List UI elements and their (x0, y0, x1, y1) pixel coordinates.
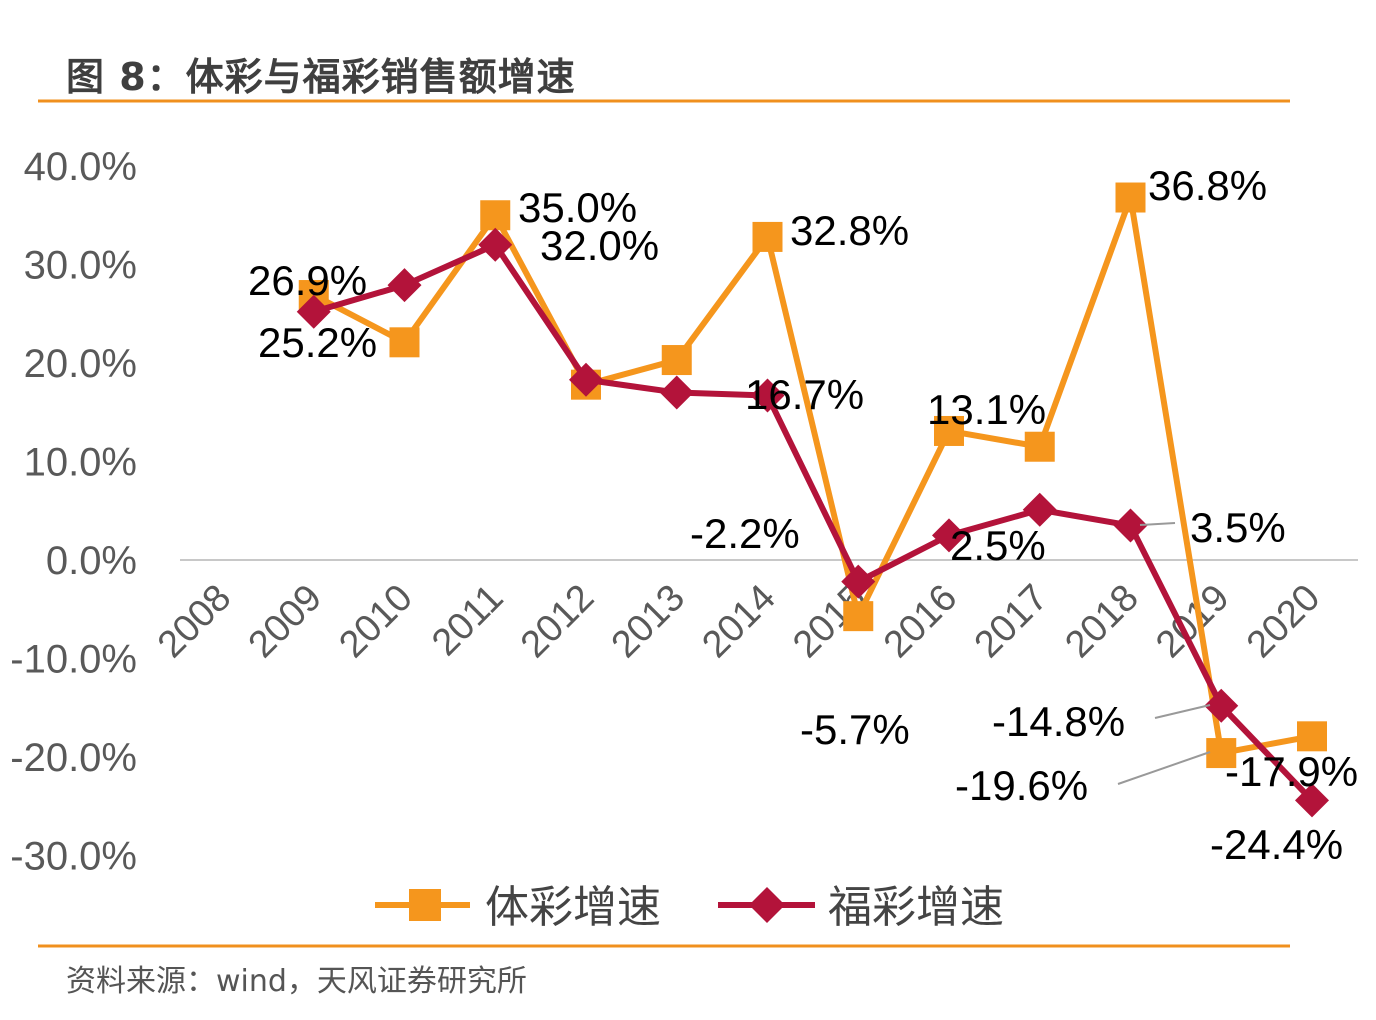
data-point-square (1297, 721, 1327, 752)
data-point-square (480, 200, 511, 231)
data-point-square (1024, 431, 1055, 462)
data-point-diamond (478, 227, 513, 262)
x-tick-label: 2017 (967, 577, 1056, 666)
data-label: 32.0% (540, 222, 659, 269)
data-point-diamond (1113, 508, 1148, 543)
data-label: -2.2% (690, 510, 800, 557)
chart-title: 图 8：体彩与福彩销售额增速 (66, 55, 576, 99)
leader-line (1139, 522, 1176, 526)
data-label: 26.9% (248, 257, 367, 304)
data-point-diamond (296, 294, 331, 329)
data-label: 35.0% (518, 184, 637, 231)
y-tick-label: 10.0% (24, 441, 137, 485)
data-label: 2.5% (950, 522, 1046, 569)
data-point-diamond (569, 362, 603, 397)
data-label: 32.8% (790, 207, 909, 254)
y-tick-label: -30.0% (10, 835, 137, 879)
data-point-diamond (659, 375, 694, 410)
data-label: -14.8% (992, 698, 1125, 745)
data-point-square (661, 345, 692, 376)
data-point-square (1115, 182, 1146, 213)
y-tick-label: 40.0% (24, 145, 137, 189)
x-tick-label: 2020 (1239, 577, 1328, 666)
legend-label: 体彩增速 (485, 882, 661, 933)
data-label: -5.7% (800, 706, 910, 753)
data-label: -24.4% (1210, 821, 1343, 868)
data-label: 36.8% (1148, 162, 1267, 209)
data-point-diamond (750, 378, 785, 413)
data-point-square (752, 221, 783, 252)
data-point-square (1206, 738, 1237, 769)
data-point-square (843, 601, 874, 632)
x-tick-label: 2008 (150, 577, 239, 666)
x-tick-label: 2010 (331, 577, 420, 666)
x-tick-label: 2014 (694, 577, 783, 666)
leader-line (1154, 704, 1211, 719)
y-tick-label: 20.0% (24, 342, 137, 386)
data-label: 3.5% (1190, 504, 1286, 551)
data-point-diamond (841, 564, 876, 599)
data-point-square (389, 327, 420, 358)
data-point-square (934, 415, 964, 446)
leader-line (1117, 751, 1211, 785)
data-point-diamond (1204, 688, 1239, 723)
x-tick-label: 2011 (424, 577, 511, 664)
data-point-diamond (1295, 783, 1329, 818)
data-point-diamond (387, 268, 422, 303)
y-tick-label: 0.0% (46, 539, 137, 583)
legend-label: 福彩增速 (828, 882, 1004, 933)
source-note: 资料来源：wind，天风证券研究所 (66, 964, 527, 999)
series-line-0 (312, 194, 1313, 757)
x-tick-label: 2012 (513, 577, 602, 666)
data-label: 13.1% (927, 386, 1046, 433)
x-tick-label: 2018 (1057, 577, 1146, 666)
y-tick-label: -10.0% (10, 638, 137, 682)
data-label: -17.9% (1225, 748, 1358, 795)
legend-marker-diamond (749, 887, 785, 923)
y-tick-label: 30.0% (24, 244, 137, 288)
x-tick-label: 2013 (604, 577, 693, 666)
data-label: 25.2% (258, 319, 377, 366)
x-tick-label: 2016 (876, 577, 965, 666)
data-point-diamond (1022, 492, 1057, 527)
legend-marker-square (409, 889, 441, 921)
y-tick-label: -20.0% (10, 736, 137, 780)
x-tick-label: 2009 (241, 577, 330, 666)
data-label: 16.7% (745, 371, 864, 418)
series-line-1 (312, 241, 1315, 803)
data-point-diamond (932, 518, 966, 553)
data-label: -19.6% (955, 762, 1088, 809)
